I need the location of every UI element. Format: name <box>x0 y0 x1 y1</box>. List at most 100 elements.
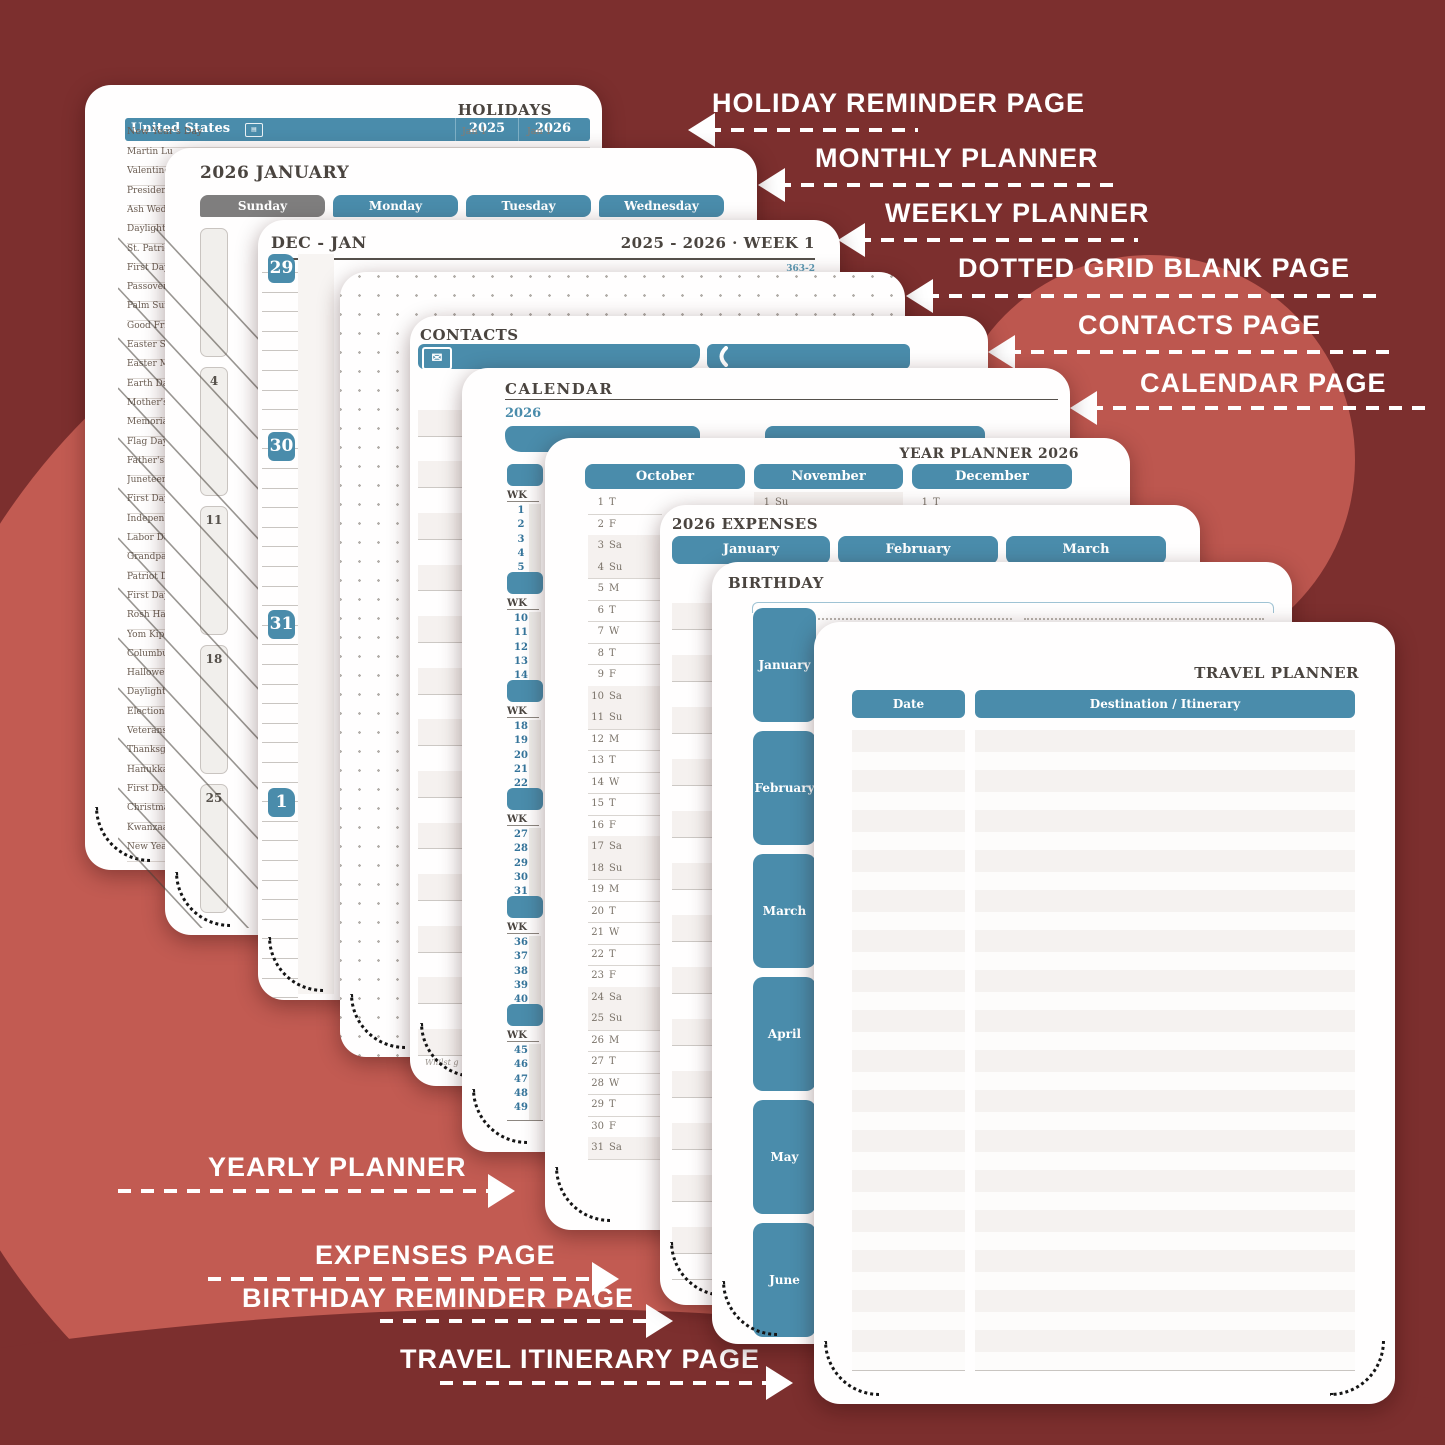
birthday-tab-may: May <box>753 1100 816 1214</box>
email-column-bar: ✉ <box>418 344 700 370</box>
schedule-line <box>262 468 298 469</box>
callout-label: DOTTED GRID BLANK PAGE <box>958 253 1350 283</box>
schedule-line <box>262 977 298 979</box>
expenses-month-february: February <box>838 536 998 564</box>
callout-arrowhead-right <box>766 1366 793 1400</box>
october-day-row: 22 T <box>588 944 662 966</box>
expenses-month-march: March <box>1006 536 1166 564</box>
callout-dashed-line <box>440 1381 766 1385</box>
schedule-line <box>262 918 298 920</box>
week-number: 28 <box>514 843 528 855</box>
schedule-line <box>262 311 298 313</box>
schedule-line <box>262 409 298 411</box>
schedule-line <box>262 526 298 528</box>
october-day-row: 12 M <box>588 729 662 751</box>
callout-arrowhead-right <box>488 1174 515 1208</box>
us-flag-icon: ▤ <box>245 123 263 137</box>
travel-planner-page: TRAVEL PLANNER Date Destination / Itiner… <box>814 622 1395 1404</box>
callout-label: EXPENSES PAGE <box>315 1240 556 1270</box>
week-number: 36 <box>514 937 528 948</box>
schedule-line <box>262 330 298 332</box>
schedule-line <box>262 860 298 861</box>
week-number: 10 <box>514 613 528 624</box>
weekly-date-box: 29 <box>268 254 295 283</box>
week-group: WK 10 11 12 13 14 <box>507 572 543 688</box>
stitch-decoration <box>555 1167 610 1222</box>
sunday-day-cell: 18 <box>200 645 228 774</box>
month-header-december: December <box>912 464 1072 489</box>
schedule-line <box>262 722 298 724</box>
holidays-header-bar: United States ▤ 2025 2026 <box>125 118 590 141</box>
callout-label: BIRTHDAY REMINDER PAGE <box>242 1283 635 1313</box>
october-day-row: 24 Sa <box>588 986 662 1009</box>
schedule-line <box>262 291 298 293</box>
schedule-line <box>262 428 298 430</box>
october-day-row: 27 T <box>588 1051 662 1074</box>
october-day-row: 25 Su <box>588 1008 662 1031</box>
schedule-line <box>262 840 298 842</box>
week-number: 31 <box>514 886 528 898</box>
callout-label: CONTACTS PAGE <box>1078 310 1322 340</box>
month-header-november: November <box>754 464 903 489</box>
schedule-line <box>262 487 298 489</box>
week-group: WK181920212223 <box>507 680 543 810</box>
october-day-row: 29 T <box>588 1094 662 1117</box>
travel-row-destination-cell <box>975 1210 1355 1251</box>
schedule-line <box>262 762 298 763</box>
weekday-tab-sunday: Sunday <box>200 195 325 217</box>
holidays-title: HOLIDAYS <box>457 101 552 119</box>
travel-row-destination-cell <box>975 1050 1355 1091</box>
weekday-tab-wednesday: Wednesday <box>599 195 724 217</box>
day-number: 25 <box>205 791 223 805</box>
wk-label: WK <box>507 598 539 610</box>
travel-row-date-cell <box>852 810 965 851</box>
column-divider <box>518 118 519 141</box>
callout-label: HOLIDAY REMINDER PAGE <box>712 88 1086 118</box>
wk-label: WK <box>507 490 539 502</box>
callout-arrowhead-left <box>906 279 933 313</box>
callout-arrowhead-left <box>1070 391 1097 425</box>
week-number: 4 <box>517 547 525 559</box>
callout-label: WEEKLY PLANNER <box>885 198 1150 228</box>
travel-row-destination-cell <box>975 850 1355 891</box>
month-mini-bar <box>507 680 543 702</box>
october-day-row: 10 Sa <box>588 685 662 708</box>
callout-dashed-line <box>778 183 1118 187</box>
month-mini-bar <box>507 572 543 594</box>
week-number: 1 <box>517 505 525 516</box>
travel-row-destination-cell <box>975 770 1355 811</box>
october-day-row: 23 F <box>588 965 662 988</box>
travel-row-destination-cell <box>975 1090 1355 1131</box>
october-day-row: 16 F <box>588 815 662 837</box>
travel-row-date-cell <box>852 850 965 891</box>
birthday-tab-january: January <box>753 608 816 722</box>
schedule-line <box>262 546 298 548</box>
wk-label: WK <box>507 922 539 934</box>
shaded-strip <box>529 720 541 810</box>
travel-row-date-cell <box>852 1010 965 1051</box>
callout-arrowhead-left <box>688 113 715 147</box>
schedule-line <box>262 781 298 783</box>
weekly-title-left: DEC - JAN <box>271 233 367 252</box>
october-day-row: 11 Su <box>588 707 662 730</box>
travel-col-date: Date <box>852 690 965 718</box>
schedule-line <box>262 644 298 646</box>
week-number: 20 <box>514 749 528 761</box>
travel-row-date-cell <box>852 1290 965 1331</box>
weekday-tab-tuesday: Tuesday <box>466 195 591 217</box>
group-rule <box>507 1120 543 1121</box>
wk-label: WK <box>507 706 539 718</box>
october-day-row: 13 T <box>588 750 662 773</box>
travel-row-date-cell <box>852 970 965 1011</box>
callout-label: CALENDAR PAGE <box>1140 368 1387 398</box>
year-col-2025: 2025 <box>468 121 506 136</box>
travel-row-date-cell <box>852 1170 965 1211</box>
schedule-line <box>262 742 298 744</box>
callout-arrowhead-left <box>988 335 1015 369</box>
week-number: 47 <box>514 1073 528 1085</box>
week-number: 5 <box>517 562 525 574</box>
october-day-row: 31 Sa <box>588 1137 662 1160</box>
callout-dashed-line <box>118 1189 488 1193</box>
